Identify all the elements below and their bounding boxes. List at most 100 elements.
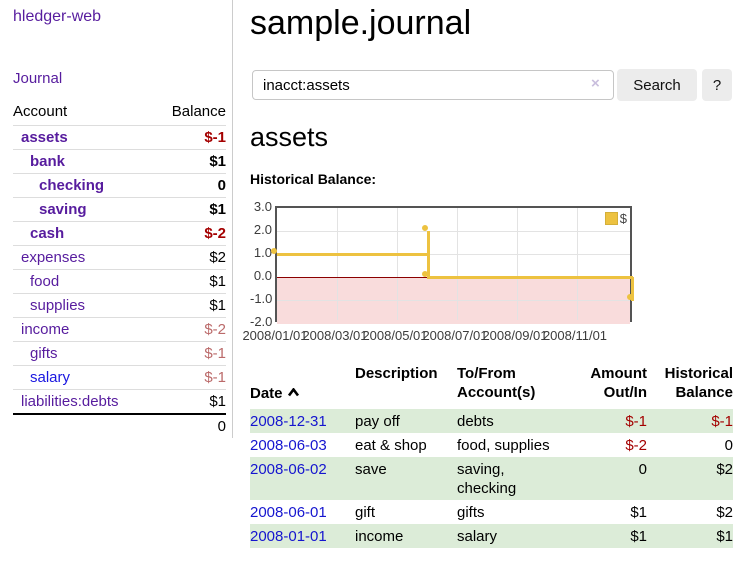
account-row-saving: saving $1 <box>13 197 226 221</box>
main-content: sample.journal × Search ? assets Histori… <box>242 0 734 582</box>
balance-line-segment <box>427 276 633 279</box>
chart-section-label: Historical Balance: <box>250 171 377 187</box>
transaction-date-link[interactable]: 2008-12-31 <box>250 413 327 430</box>
transaction-amount: $1 <box>630 528 647 545</box>
transaction-accounts: debts <box>457 413 494 430</box>
current-account-heading: assets <box>250 122 329 152</box>
x-tick-label: 2008/03/01 <box>302 328 368 343</box>
account-row-supplies: supplies $1 <box>13 293 226 317</box>
search-input[interactable] <box>252 70 614 100</box>
y-tick-label: 0.0 <box>253 268 272 283</box>
transaction-row: 2008-06-01 gift gifts $1 $2 <box>250 500 733 524</box>
account-row-gifts: gifts $-1 <box>13 341 226 365</box>
account-row-checking: checking 0 <box>13 173 226 197</box>
account-link-assets[interactable]: assets <box>21 129 68 146</box>
account-column-header: Account <box>13 103 68 120</box>
transaction-amount: $-1 <box>625 413 647 430</box>
search-form: × Search ? <box>250 69 734 101</box>
transaction-accounts: salary <box>457 528 498 545</box>
transaction-balance: $2 <box>716 461 733 478</box>
account-link-income[interactable]: income <box>21 321 70 338</box>
date-header-label: Date <box>250 385 283 402</box>
date-column-header[interactable]: Date <box>250 364 345 409</box>
sort-ascending-icon <box>287 383 300 402</box>
y-tick-label: -2.0 <box>250 314 273 329</box>
transaction-accounts: saving, checking <box>457 461 517 497</box>
transaction-date-link[interactable]: 2008-06-02 <box>250 461 327 478</box>
balance-column-header: Historical Balance <box>664 365 733 401</box>
y-tick-label: 3.0 <box>253 199 272 214</box>
description-column-header: Description <box>355 365 438 382</box>
journal-nav-link[interactable]: Journal <box>13 70 63 87</box>
account-balance: $-1 <box>204 129 226 146</box>
clear-search-icon[interactable]: × <box>591 75 600 92</box>
transaction-balance: $1 <box>716 528 733 545</box>
account-row-cash: cash $-2 <box>13 221 226 245</box>
transaction-balance: $-1 <box>711 413 733 430</box>
transaction-description: gift <box>355 504 376 521</box>
y-tick-label: 1.0 <box>253 245 272 260</box>
account-balance: 0 <box>217 177 226 194</box>
account-balance: $2 <box>209 249 226 266</box>
data-point-marker <box>422 225 428 231</box>
gridline <box>517 208 518 320</box>
gridline <box>277 231 630 232</box>
transaction-date-link[interactable]: 2008-06-03 <box>250 437 327 454</box>
account-link-liabilities-debts[interactable]: liabilities:debts <box>21 393 119 410</box>
account-balance: $-2 <box>204 225 226 242</box>
gridline <box>277 300 630 301</box>
account-balance: $1 <box>209 393 226 410</box>
gridline <box>337 208 338 320</box>
transaction-description: eat & shop <box>355 437 427 454</box>
chart-legend: $ <box>604 211 627 226</box>
transactions-table-header: Date Description To/From Account(s) Amou… <box>250 364 733 409</box>
transaction-row: 2008-12-31 pay off debts $-1 $-1 <box>250 409 733 433</box>
x-tick-label: 2008/11/01 <box>542 328 608 343</box>
data-point-marker <box>271 248 277 254</box>
accounts-total-value: 0 <box>217 417 226 435</box>
accounts-table: Account Balance assets $-1 bank $1 check… <box>13 103 226 437</box>
page-title: sample.journal <box>250 4 472 42</box>
legend-label: $ <box>619 211 627 226</box>
account-link-expenses[interactable]: expenses <box>21 249 86 266</box>
transaction-description: pay off <box>355 413 400 430</box>
transaction-amount: 0 <box>638 461 647 478</box>
account-row-assets: assets $-1 <box>13 125 226 149</box>
account-balance: $1 <box>209 201 226 218</box>
account-row-expenses: expenses $2 <box>13 245 226 269</box>
app-title-link[interactable]: hledger-web <box>13 8 102 25</box>
transaction-row: 2008-06-03 eat & shop food, supplies $-2… <box>250 433 733 457</box>
transaction-date-link[interactable]: 2008-01-01 <box>250 528 327 545</box>
amount-column-header: Amount Out/In <box>590 365 647 401</box>
account-link-food[interactable]: food <box>30 273 60 290</box>
account-balance: $-1 <box>204 345 226 362</box>
transaction-amount: $1 <box>630 504 647 521</box>
account-link-saving[interactable]: saving <box>39 201 87 218</box>
account-link-bank[interactable]: bank <box>30 153 66 170</box>
transactions-table: Date Description To/From Account(s) Amou… <box>250 364 733 548</box>
data-point-marker <box>422 271 428 277</box>
balance-column-header: Balance <box>171 103 226 120</box>
account-link-cash[interactable]: cash <box>30 225 65 242</box>
account-link-gifts[interactable]: gifts <box>30 345 58 362</box>
balance-line-segment <box>631 277 634 301</box>
x-tick-label: 2008/09/01 <box>482 328 548 343</box>
transaction-accounts: food, supplies <box>457 437 550 454</box>
historical-balance-chart: 3.0 2.0 1.0 0.0 -1.0 -2.0 <box>242 199 734 350</box>
help-button[interactable]: ? <box>702 69 732 101</box>
y-tick-label: 2.0 <box>253 222 272 237</box>
account-link-salary[interactable]: salary <box>30 369 71 386</box>
search-button[interactable]: Search <box>617 69 697 101</box>
accounts-table-header: Account Balance <box>13 103 226 125</box>
account-link-checking[interactable]: checking <box>39 177 105 194</box>
x-tick-label: 2008/07/01 <box>422 328 488 343</box>
account-link-supplies[interactable]: supplies <box>30 297 86 314</box>
account-balance: $1 <box>209 153 226 170</box>
balance-line-segment <box>277 253 428 256</box>
negative-region-shading <box>277 278 630 324</box>
gridline <box>457 208 458 320</box>
transaction-row: 2008-01-01 income salary $1 $1 <box>250 524 733 548</box>
balance-line-segment <box>427 231 430 278</box>
transaction-date-link[interactable]: 2008-06-01 <box>250 504 327 521</box>
